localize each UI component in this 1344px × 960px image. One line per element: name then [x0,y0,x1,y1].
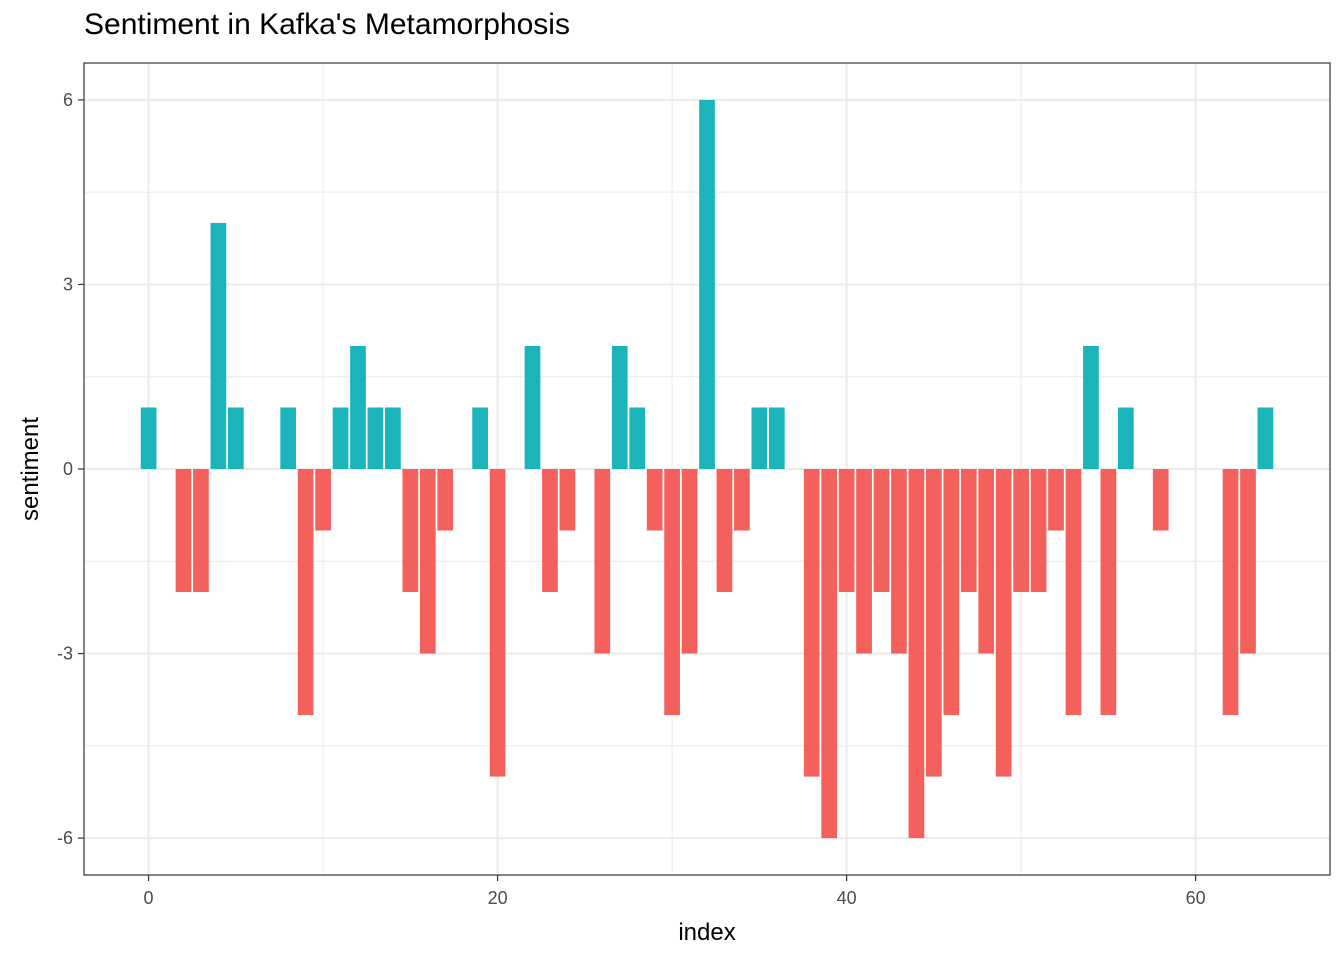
x-tick-label: 20 [488,888,508,908]
axis-ticks: 6 3 0 -3 -6 0 20 40 60 [57,90,1206,908]
bar [1240,469,1256,654]
bar [611,345,628,469]
bar [716,469,733,593]
bar [699,99,715,469]
bar [1152,469,1169,531]
bar [908,469,925,839]
bar [402,469,419,593]
bar [664,469,680,716]
x-tick-label: 0 [144,888,154,908]
bar [978,469,995,654]
bar [280,407,297,469]
bar [1013,469,1029,593]
x-tick-label: 60 [1186,888,1206,908]
x-tick-label: 40 [837,888,857,908]
bar [489,469,506,777]
y-tick-label: 3 [63,274,73,294]
bar [943,469,960,716]
bar [210,222,227,469]
bar [315,469,331,531]
bar [734,469,750,531]
bar [1065,469,1082,716]
bar [542,469,558,593]
bar [437,469,454,531]
bar [995,469,1012,777]
y-axis-title: sentiment [17,417,44,521]
y-tick-label: 0 [63,459,73,479]
bar [227,407,244,469]
bar [681,469,698,654]
bar [960,469,977,593]
bar [856,469,872,654]
bar [1030,469,1047,593]
bar [367,407,384,469]
bar [926,469,942,777]
bar [175,469,192,593]
bar [350,345,366,469]
bar [1222,469,1239,716]
chart-title: Sentiment in Kafka's Metamorphosis [84,8,570,41]
bar [803,469,820,777]
bar [1100,469,1117,716]
bar [891,469,907,654]
bar [1257,407,1274,469]
bar [297,469,314,716]
bar [472,407,488,469]
x-axis-title: index [678,919,735,946]
bar [821,469,838,839]
bar [524,345,541,469]
bar [140,407,157,469]
bar [332,407,349,469]
bar [385,407,401,469]
bar [838,469,855,593]
bar [419,469,436,654]
bar [768,407,785,469]
bar [751,407,768,469]
bar [193,469,209,593]
bar [1083,345,1099,469]
y-tick-label: 6 [63,90,73,110]
bar [1048,469,1064,531]
bar [629,407,646,469]
y-tick-label: -3 [57,644,73,664]
bars [140,99,1274,839]
bar [594,469,611,654]
bar [646,469,663,531]
bar [1117,407,1134,469]
bar [873,469,890,593]
bar [559,469,576,531]
y-tick-label: -6 [57,828,73,848]
